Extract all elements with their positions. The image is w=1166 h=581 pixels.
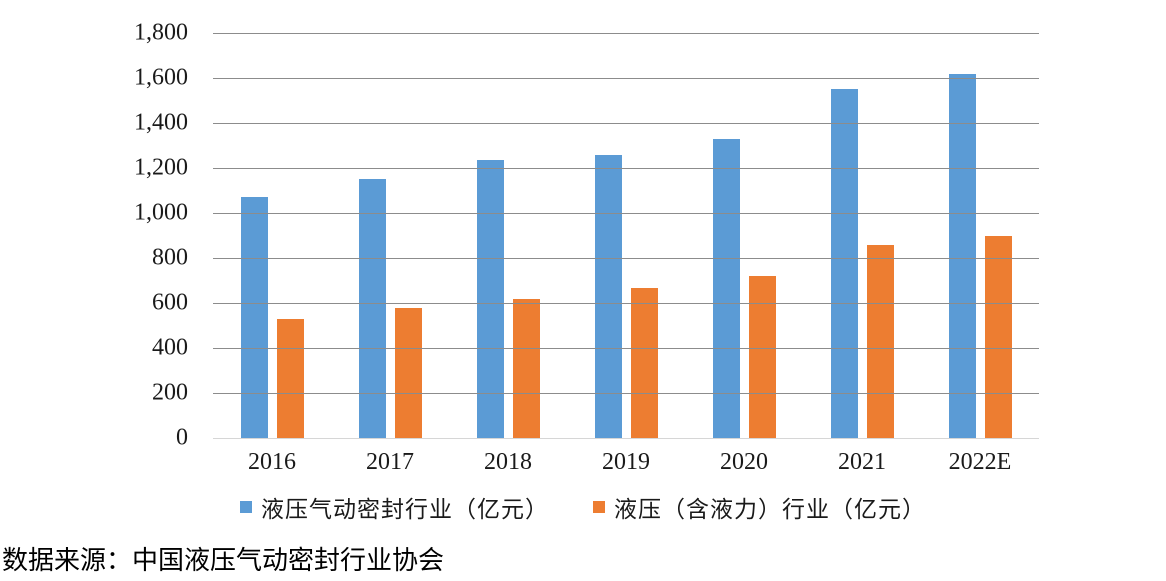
bar-group-2017 [331, 33, 449, 438]
gridline [213, 33, 1039, 34]
legend-item-seal-industry: 液压气动密封行业（亿元） [240, 490, 549, 524]
bar-series1-2022E [948, 73, 976, 438]
source-note: 数据来源：中国液压气动密封行业协会 [2, 546, 445, 575]
y-tick-label: 200 [152, 379, 188, 406]
gridline [213, 393, 1039, 394]
bar-series1-2019 [594, 154, 622, 438]
bar-group-2020 [685, 33, 803, 438]
plot-area [213, 33, 1039, 439]
y-tick-label: 600 [152, 289, 188, 316]
legend-swatch-orange-icon [593, 501, 605, 513]
y-tick-label: 1,800 [134, 19, 188, 46]
gridline [213, 123, 1039, 124]
x-axis-line [213, 438, 1039, 439]
legend-swatch-blue-icon [240, 501, 252, 513]
y-tick-label: 1,200 [134, 154, 188, 181]
x-tick-label: 2016 [248, 449, 296, 475]
bar-series2-2016 [276, 318, 304, 438]
bar-series2-2018 [512, 298, 540, 438]
bar-series1-2016 [240, 197, 268, 438]
legend: 液压气动密封行业（亿元） 液压（含液力）行业（亿元） [0, 490, 1166, 524]
x-tick-label: 2018 [484, 449, 532, 475]
gridline [213, 258, 1039, 259]
x-tick-label: 2022E [948, 449, 1012, 475]
legend-label-hydraulic-industry: 液压（含液力）行业（亿元） [614, 497, 926, 522]
gridline [213, 168, 1039, 169]
y-tick-label: 800 [152, 244, 188, 271]
legend-item-hydraulic-industry: 液压（含液力）行业（亿元） [593, 490, 926, 524]
x-tick-label: 2019 [602, 449, 650, 475]
gridline [213, 348, 1039, 349]
bar-groups [213, 33, 1039, 438]
y-axis: 0 200 400 600 800 1,000 1,200 1,400 1,600 1,800 [0, 21, 188, 450]
y-tick-label: 1,400 [134, 109, 188, 136]
bar-series2-2021 [866, 244, 894, 438]
gridline [213, 78, 1039, 79]
legend-label-seal-industry: 液压气动密封行业（亿元） [261, 497, 549, 522]
x-axis-labels: 2016 2017 2018 2019 2020 2021 2022E [213, 449, 1039, 476]
bar-group-2018 [449, 33, 567, 438]
y-tick-label: 1,600 [134, 64, 188, 91]
bar-group-2022E [921, 33, 1039, 438]
bar-series2-2019 [630, 288, 658, 438]
bar-group-2019 [567, 33, 685, 438]
bar-series2-2017 [394, 307, 422, 438]
bar-series2-2020 [748, 276, 776, 438]
bar-series2-2022E [984, 235, 1012, 438]
y-tick-label: 400 [152, 334, 188, 361]
x-tick-label: 2017 [366, 449, 414, 475]
bar-series1-2017 [358, 179, 386, 438]
gridline [213, 213, 1039, 214]
bar-series1-2020 [712, 138, 740, 438]
gridline [213, 303, 1039, 304]
bar-group-2021 [803, 33, 921, 438]
y-tick-label: 1,000 [134, 199, 188, 226]
bar-series1-2018 [476, 160, 504, 438]
x-tick-label: 2021 [838, 449, 886, 475]
x-tick-label: 2020 [720, 449, 768, 475]
bar-group-2016 [213, 33, 331, 438]
y-tick-label: 0 [176, 424, 188, 451]
bar-series1-2021 [830, 89, 858, 438]
